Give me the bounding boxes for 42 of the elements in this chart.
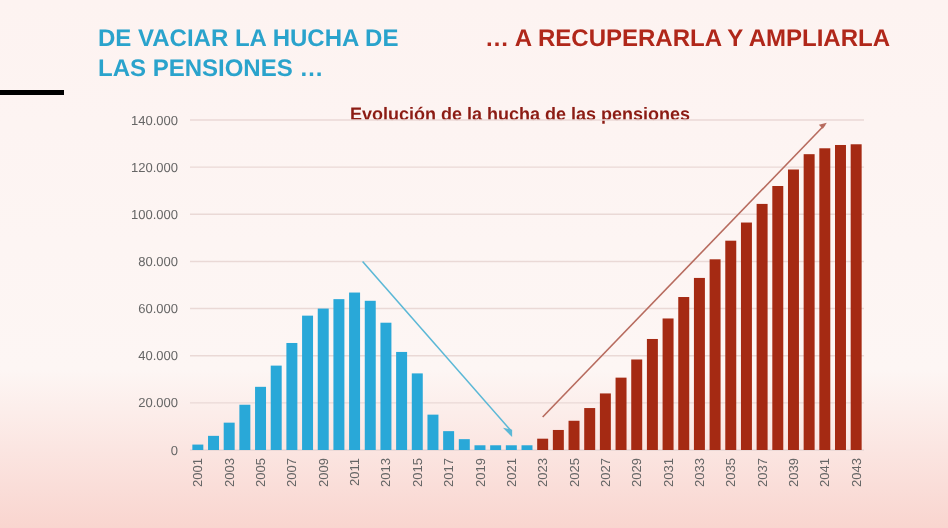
bar [693, 277, 705, 450]
bar [631, 359, 643, 450]
bar [568, 420, 580, 450]
bar [646, 338, 658, 450]
bar [552, 429, 564, 450]
bar [443, 431, 455, 450]
bar [192, 444, 204, 450]
text: DE VACIAR LA HUCHA DE LAS PENSIONES … [98, 24, 399, 82]
bar [411, 373, 423, 450]
bar [427, 414, 439, 450]
bar [662, 318, 674, 450]
text: … A RECUPERARLA Y AMPLIARLA [485, 24, 891, 52]
bar [255, 386, 267, 450]
bar [850, 144, 862, 450]
bar [223, 422, 235, 450]
bar [458, 439, 470, 450]
bar [678, 297, 690, 450]
bar [756, 203, 768, 450]
bar [772, 186, 784, 450]
bar [615, 377, 627, 450]
bar [396, 351, 408, 450]
bar [835, 144, 846, 450]
bar [787, 169, 799, 450]
bar [537, 438, 549, 450]
bar [380, 322, 392, 450]
bar [349, 292, 361, 450]
bar [803, 154, 815, 450]
bar [725, 240, 737, 450]
bar [364, 300, 376, 450]
bar [302, 315, 314, 450]
bar [239, 404, 251, 450]
bar [599, 393, 611, 450]
bar [333, 299, 345, 450]
bar [709, 259, 721, 450]
bar [270, 365, 282, 450]
bar [286, 342, 298, 450]
chart-title: Evolución de la hucha de las pensiones [349, 104, 691, 124]
bar [819, 148, 831, 450]
bar [317, 308, 329, 450]
bar [208, 435, 219, 450]
bar [740, 222, 752, 450]
bar [584, 408, 596, 450]
